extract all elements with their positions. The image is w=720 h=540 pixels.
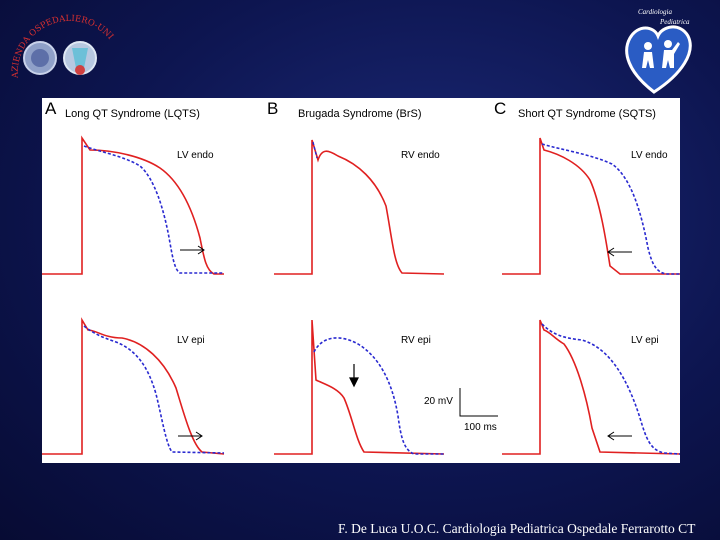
panel-b-letter: B [267, 99, 278, 118]
logo-ring-text: AZIENDA OSPEDALIERO-UNIVERSITARIA POLICL… [0, 0, 115, 79]
panel-b-title: Brugada Syndrome (BrS) [298, 108, 422, 120]
logo-emblems [23, 41, 97, 75]
panel-c-top-solid-trace [502, 137, 680, 275]
logo-line-1: Cardiologia [638, 8, 672, 16]
panel-a-title: Long QT Syndrome (LQTS) [65, 108, 200, 120]
logo-line-2: Pediatrica [659, 18, 690, 26]
pediatric-cardiology-logo: Cardiologia Pediatrica [625, 8, 692, 94]
panel-c-letter: C [494, 99, 506, 118]
panel-c-bottom-label: LV epi [631, 335, 659, 346]
panel-a-top-label: LV endo [177, 150, 214, 161]
panel-b-top-label: RV endo [401, 150, 440, 161]
panel-c-bottom-solid-trace [502, 319, 680, 455]
panel-c-top-dashed-trace [541, 143, 680, 275]
scale-bar [459, 388, 498, 417]
children-icon [642, 40, 680, 68]
panel-b-bottom-label: RV epi [401, 335, 431, 346]
action-potential-figure: A Long QT Syndrome (LQTS) B Brugada Synd… [42, 98, 680, 463]
panel-c-bottom-arrow [607, 431, 632, 441]
panel-b-top-solid-trace [274, 139, 445, 275]
panel-b-bottom-solid-trace [274, 319, 445, 455]
panel-a-bottom-dashed-trace [83, 325, 225, 454]
panel-a-bottom-arrow [178, 431, 203, 441]
heart-icon [625, 25, 692, 94]
panel-b-top-dashed-trace [312, 141, 318, 159]
voltage-scale-label: 20 mV [424, 396, 453, 407]
panel-a-top-arrow [180, 245, 205, 255]
hospital-logo: AZIENDA OSPEDALIERO-UNIVERSITARIA POLICL… [0, 0, 115, 79]
panel-c-top-arrow [607, 247, 632, 257]
panel-c-top-label: LV endo [631, 150, 668, 161]
panel-a-bottom-label: LV epi [177, 335, 205, 346]
panel-c-title: Short QT Syndrome (SQTS) [518, 108, 656, 120]
panel-a-letter: A [45, 99, 57, 118]
time-scale-label: 100 ms [464, 422, 497, 433]
panel-c-bottom-dashed-trace [541, 323, 680, 455]
panel-a-top-dashed-trace [83, 145, 224, 274]
panel-b-bottom-dashed-trace [313, 337, 444, 455]
panel-a-top-solid-trace [42, 135, 224, 275]
panel-b-down-arrow [349, 364, 359, 388]
panel-a-bottom-solid-trace [42, 317, 225, 455]
footer-credit: F. De Luca U.O.C. Cardiologia Pediatrica… [338, 521, 696, 536]
